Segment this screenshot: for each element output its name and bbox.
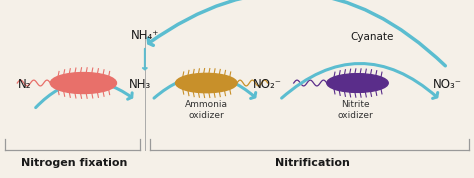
Text: Nitrogen fixation: Nitrogen fixation (21, 158, 127, 168)
Text: Cyanate: Cyanate (350, 32, 393, 42)
Text: Nitrite
oxidizer: Nitrite oxidizer (337, 100, 373, 120)
Ellipse shape (50, 73, 117, 93)
Ellipse shape (327, 74, 388, 92)
Text: N₂: N₂ (18, 78, 31, 91)
Text: NH₃: NH₃ (129, 78, 151, 91)
Text: Nitrification: Nitrification (275, 158, 350, 168)
Text: NH₄⁺: NH₄⁺ (131, 29, 159, 42)
Ellipse shape (175, 73, 237, 93)
Text: Ammonia
oxidizer: Ammonia oxidizer (185, 100, 228, 120)
Text: NO₃⁻: NO₃⁻ (433, 78, 462, 91)
Text: NO₂⁻: NO₂⁻ (253, 78, 282, 91)
